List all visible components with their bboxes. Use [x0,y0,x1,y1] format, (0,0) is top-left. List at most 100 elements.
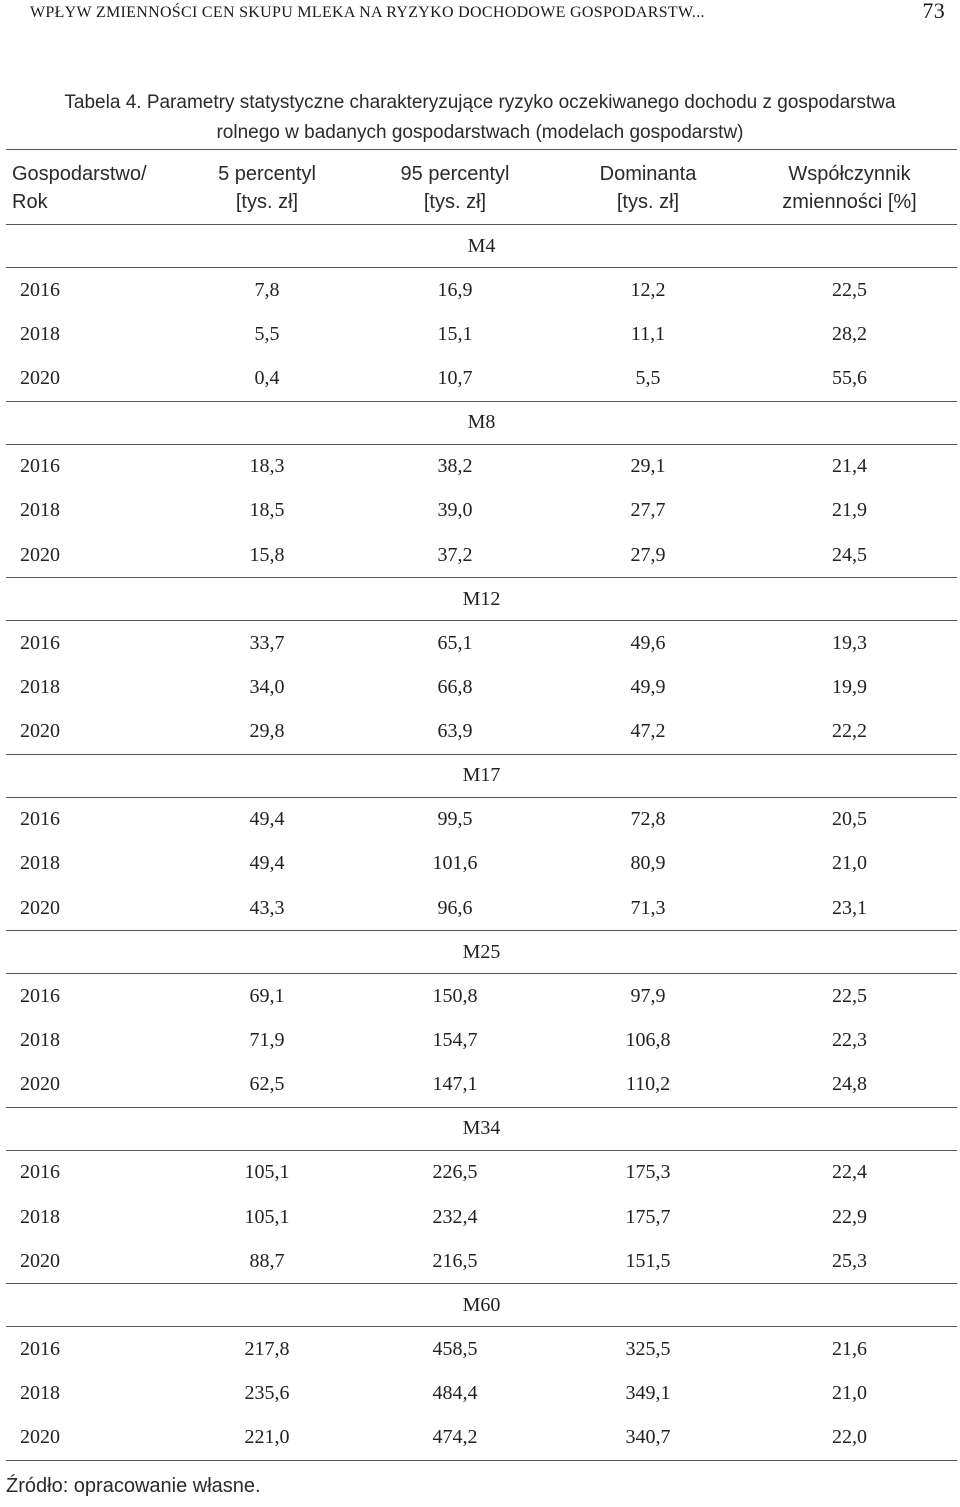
table-header-row: Gospodarstwo/ Rok 5 percentyl [tys. zł] … [6,149,957,225]
p95-cell: 147,1 [356,1062,554,1108]
column-header-line: Gospodarstwo/ [12,163,147,185]
table-row: 2020 29,8 63,9 47,2 22,2 [6,709,957,755]
group-header-row: M8 [6,401,957,445]
table-row: 2016 217,8 458,5 325,5 21,6 [6,1327,957,1372]
column-header-line: [tys. zł] [235,191,299,213]
column-header-mode: Dominanta [tys. zł] [554,149,742,225]
caption-line-1: Tabela 4. Parametry statystyczne charakt… [64,92,896,113]
year-cell: 2016 [20,1161,60,1184]
table-row: 2018 235,6 484,4 349,1 21,0 [6,1372,957,1416]
group-header-row: M4 [6,224,957,268]
group-label: M25 [6,930,957,975]
table-row: 2016 18,3 38,2 29,1 21,4 [6,444,957,489]
mode-cell: 71,3 [554,886,742,932]
year-cell: 2020 [6,709,178,755]
year-cell: 2018 [20,852,60,875]
year-cell: 2016 [20,455,60,478]
cv-cell: 19,3 [832,631,867,654]
table-row: 2020 43,3 96,6 71,3 23,1 [6,886,957,932]
column-header-line: zmienności [%] [782,191,917,213]
mode-cell: 175,3 [625,1161,671,1184]
mode-cell: 106,8 [625,1029,671,1052]
year-cell: 2020 [6,356,178,402]
mode-cell: 97,9 [630,984,666,1007]
group-header-row: M60 [6,1283,957,1328]
cv-cell: 24,8 [742,1062,957,1108]
cv-cell: 22,2 [742,709,957,755]
group-label: M8 [6,401,957,445]
mode-cell: 27,7 [630,499,666,522]
year-cell: 2018 [20,1382,60,1405]
column-header-cv: Współczynnik zmienności [%] [742,149,957,225]
p5-cell: 221,0 [178,1415,356,1461]
year-cell: 2018 [20,322,60,345]
column-header-line: 5 percentyl [218,163,316,185]
year-cell: 2020 [6,1239,178,1285]
cv-cell: 21,0 [832,852,867,875]
table-row: 2018 18,5 39,0 27,7 21,9 [6,489,957,533]
mode-cell: 11,1 [630,322,666,345]
p5-cell: 43,3 [178,886,356,932]
column-header-line: 95 percentyl [400,163,510,185]
mode-cell: 325,5 [625,1337,671,1360]
mode-cell: 29,1 [630,455,666,478]
group-header-row: M34 [6,1107,957,1151]
group-label: M34 [6,1107,957,1151]
group-header-row: M17 [6,754,957,798]
p95-cell: 15,1 [437,322,473,345]
p5-cell: 18,3 [249,455,285,478]
mode-cell: 49,6 [630,631,666,654]
cv-cell: 21,6 [832,1337,867,1360]
table-row: 2016 69,1 150,8 97,9 22,5 [6,974,957,1019]
p5-cell: 7,8 [254,278,280,301]
cv-cell: 22,4 [832,1161,867,1184]
table-row: 2020 62,5 147,1 110,2 24,8 [6,1062,957,1108]
cv-cell: 22,0 [742,1415,957,1461]
p5-cell: 0,4 [178,356,356,402]
page-number: 73 [922,0,945,23]
group-label: M17 [6,754,957,798]
cv-cell: 22,9 [832,1205,867,1228]
year-cell: 2016 [20,631,60,654]
p95-cell: 63,9 [356,709,554,755]
p95-cell: 39,0 [437,499,473,522]
p5-cell: 15,8 [178,532,356,579]
p95-cell: 99,5 [437,808,473,831]
mode-cell: 49,9 [630,675,666,698]
table-body: M4 2016 7,8 16,9 12,2 22,5 2018 5,5 15,1 11,1 28,2… [6,224,957,1461]
column-header-line: Współczynnik [788,163,911,185]
running-header: WPŁYW ZMIENNOŚCI CEN SKUPU MLEKA NA RYZY… [30,0,955,30]
year-cell: 2020 [6,886,178,932]
mode-cell: 5,5 [554,356,742,402]
group-label: M12 [6,577,957,622]
p95-cell: 232,4 [432,1205,478,1228]
cv-cell: 20,5 [832,808,867,831]
table-row: 2018 105,1 232,4 175,7 22,9 [6,1195,957,1239]
mode-cell: 175,7 [625,1205,671,1228]
p95-cell: 38,2 [437,455,473,478]
group-header-row: M25 [6,930,957,975]
p95-cell: 150,8 [432,984,478,1007]
p5-cell: 5,5 [254,322,280,345]
p5-cell: 34,0 [249,675,285,698]
column-header-line: Dominanta [599,163,697,185]
p95-cell: 66,8 [437,675,473,698]
group-header-row: M12 [6,577,957,622]
cv-cell: 24,5 [742,532,957,579]
p5-cell: 49,4 [249,852,285,875]
table-row: 2020 88,7 216,5 151,5 25,3 [6,1239,957,1285]
cv-cell: 21,0 [832,1382,867,1405]
statistics-table: Gospodarstwo/ Rok 5 percentyl [tys. zł] … [6,149,957,1461]
p95-cell: 10,7 [356,356,554,402]
mode-cell: 110,2 [554,1062,742,1108]
p95-cell: 474,2 [356,1415,554,1461]
cv-cell: 23,1 [742,886,957,932]
p5-cell: 71,9 [249,1029,285,1052]
column-header-farm-year: Gospodarstwo/ Rok [6,149,178,225]
p5-cell: 105,1 [244,1205,290,1228]
p5-cell: 235,6 [244,1382,290,1405]
year-cell: 2020 [6,1415,178,1461]
p5-cell: 33,7 [249,631,285,654]
table-row: 2018 49,4 101,6 80,9 21,0 [6,842,957,886]
